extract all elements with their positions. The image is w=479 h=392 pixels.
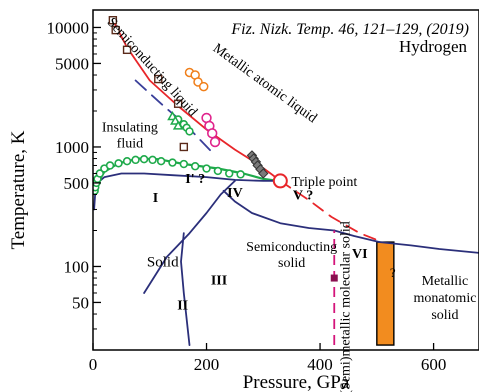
series-metallization-extension [279, 180, 384, 243]
series-boundary-IV-V [222, 189, 336, 232]
triple-point-label: Triple point [291, 175, 357, 190]
plot-clip-group [93, 16, 479, 346]
phase-label: ? [390, 265, 396, 280]
region-metallic-monatomic-solid-3: solid [431, 308, 458, 323]
plot-frame [92, 9, 479, 351]
melting-data-point [225, 169, 234, 178]
melting-data-point [179, 159, 189, 169]
orange-data-point [198, 81, 209, 92]
x-tick-label: 400 [307, 355, 333, 374]
phase-label: II [177, 299, 188, 314]
phase-label: IV [227, 186, 243, 201]
y-tick-label: 5000 [55, 54, 89, 73]
gray-diamond-point [258, 168, 269, 179]
triple-point-marker [272, 173, 288, 189]
x-tick-label: 600 [421, 355, 447, 374]
green-triangle-point [172, 120, 184, 130]
x-axis-label: Pressure, GPa [243, 372, 350, 392]
melting-data-point [114, 159, 123, 168]
square-data-point [108, 16, 118, 25]
region-metallic-atomic-liquid: Metallic atomic liquid [210, 41, 319, 126]
y-axis-label: Temperature, K [8, 130, 29, 249]
melting-data-point [148, 155, 157, 165]
region-insulating-fluid-2: fluid [117, 136, 143, 151]
square-data-point [173, 99, 183, 108]
square-data-point [122, 45, 132, 55]
phase-label: VI [352, 247, 368, 262]
y-tick-label: 500 [64, 174, 90, 193]
region-semiconducting-solid: Semiconducting [246, 240, 337, 255]
square-data-point [154, 74, 163, 84]
series-boundary-V-VI [333, 229, 381, 243]
region-metallic-monatomic-solid-2: monatomic [413, 291, 476, 306]
region-semiconducting-solid-2: solid [278, 256, 305, 271]
melting-data-point [156, 157, 166, 166]
y-tick-label: 10000 [47, 18, 90, 37]
pink-data-point [207, 128, 218, 139]
phase-label: I [153, 191, 158, 206]
region-semiconducting-liquid: Semiconducting liquid [104, 15, 200, 120]
melting-data-point [236, 170, 245, 179]
substance-label: Hydrogen [399, 37, 467, 56]
melting-data-point [202, 164, 211, 173]
citation-text: Fiz. Nizk. Temp. 46, 121–129, (2019) [230, 21, 469, 38]
region-solid: Solid [147, 255, 179, 271]
plot-area: 0 200 400 600 50 100 500 1000 5000 10000 Triple po… [47, 9, 479, 392]
phase-label: V ? [293, 189, 313, 204]
x-tick-label: 200 [194, 355, 220, 374]
melting-data-point [139, 155, 149, 164]
orange-band [376, 241, 395, 346]
melting-data-point [213, 166, 223, 176]
region-insulating-fluid: Insulating [102, 120, 158, 135]
phase-label: III [211, 273, 227, 288]
melting-data-point [168, 158, 177, 167]
melting-data-point [131, 155, 140, 165]
melting-data-point [122, 157, 132, 166]
melting-data-point [190, 162, 200, 171]
square-data-point [179, 142, 189, 152]
y-tick-label: 1000 [55, 138, 89, 157]
region-metallic-monatomic-solid: Metallic [422, 274, 469, 289]
semi-metallic-marker [330, 274, 338, 282]
y-tick-label: 50 [72, 293, 89, 312]
square-data-point [111, 25, 120, 35]
series-boundary-I-III [143, 180, 236, 294]
melting-data-point [105, 161, 115, 170]
region-semi-metallic-solid: (Semi)metallic molecular solid [339, 221, 354, 392]
series-boundary-II-III [180, 232, 191, 346]
y-tick-label: 100 [64, 257, 90, 276]
x-tick-label: 0 [89, 355, 98, 374]
series-boundary-high [378, 241, 479, 254]
phase-label: I' ? [185, 172, 205, 187]
pink-data-point [209, 136, 221, 148]
green-upper-point [185, 127, 194, 136]
